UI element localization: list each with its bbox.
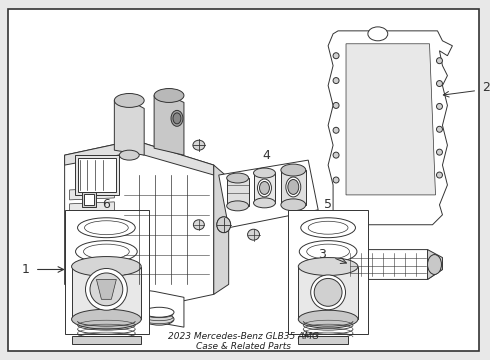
Polygon shape — [154, 95, 184, 155]
Polygon shape — [72, 266, 141, 319]
Ellipse shape — [333, 103, 339, 108]
Ellipse shape — [437, 126, 442, 132]
Ellipse shape — [144, 307, 174, 317]
Ellipse shape — [114, 94, 144, 107]
Polygon shape — [70, 230, 114, 242]
Ellipse shape — [73, 307, 102, 321]
Ellipse shape — [311, 275, 345, 310]
Ellipse shape — [286, 177, 301, 197]
Ellipse shape — [333, 78, 339, 84]
Bar — [281, 170, 306, 205]
Polygon shape — [214, 165, 229, 294]
Ellipse shape — [227, 201, 248, 211]
Polygon shape — [428, 249, 442, 279]
Text: 4: 4 — [263, 149, 270, 162]
Ellipse shape — [314, 278, 342, 306]
Ellipse shape — [333, 177, 339, 183]
Bar — [77, 158, 116, 192]
Ellipse shape — [301, 218, 355, 238]
Ellipse shape — [86, 269, 127, 310]
Ellipse shape — [217, 217, 231, 233]
Ellipse shape — [260, 181, 270, 194]
Bar — [253, 173, 275, 203]
Bar — [298, 336, 348, 344]
Text: 1: 1 — [22, 263, 30, 276]
Ellipse shape — [171, 111, 183, 126]
Polygon shape — [70, 284, 114, 324]
Ellipse shape — [247, 229, 260, 240]
Ellipse shape — [72, 309, 141, 329]
Ellipse shape — [428, 255, 441, 274]
Polygon shape — [298, 266, 358, 319]
Ellipse shape — [281, 164, 306, 176]
Bar — [227, 178, 248, 206]
Ellipse shape — [333, 127, 339, 133]
Polygon shape — [65, 140, 214, 175]
Ellipse shape — [437, 81, 442, 86]
Polygon shape — [139, 289, 184, 327]
Ellipse shape — [227, 173, 248, 183]
Bar — [288, 210, 368, 334]
Ellipse shape — [298, 310, 358, 328]
Polygon shape — [328, 31, 452, 225]
Ellipse shape — [437, 172, 442, 178]
Bar — [72, 336, 141, 344]
Ellipse shape — [173, 113, 181, 124]
Ellipse shape — [288, 180, 299, 194]
Polygon shape — [114, 100, 144, 155]
Ellipse shape — [84, 221, 128, 235]
Text: 5: 5 — [324, 198, 332, 211]
Polygon shape — [97, 279, 116, 299]
Ellipse shape — [299, 240, 357, 262]
Bar — [65, 210, 149, 334]
Ellipse shape — [308, 221, 348, 234]
Ellipse shape — [75, 240, 137, 262]
Bar — [81, 192, 97, 207]
Polygon shape — [346, 44, 436, 195]
Ellipse shape — [119, 150, 139, 160]
Ellipse shape — [73, 301, 102, 313]
Ellipse shape — [90, 273, 123, 306]
Ellipse shape — [437, 58, 442, 64]
Polygon shape — [70, 188, 114, 200]
Ellipse shape — [298, 257, 358, 275]
Polygon shape — [70, 202, 114, 214]
Ellipse shape — [333, 152, 339, 158]
Ellipse shape — [368, 27, 388, 41]
Bar — [74, 155, 119, 195]
Ellipse shape — [307, 244, 349, 259]
Ellipse shape — [193, 140, 205, 150]
Text: 2023 Mercedes-Benz GLB35 AMG
Case & Related Parts: 2023 Mercedes-Benz GLB35 AMG Case & Rela… — [168, 332, 319, 351]
Ellipse shape — [253, 198, 275, 208]
Text: 3: 3 — [318, 248, 326, 261]
Text: 6: 6 — [102, 198, 110, 211]
Ellipse shape — [253, 168, 275, 178]
Ellipse shape — [194, 220, 204, 230]
Bar — [83, 194, 95, 205]
Polygon shape — [70, 257, 114, 270]
Polygon shape — [70, 216, 114, 228]
Ellipse shape — [154, 89, 184, 103]
Polygon shape — [219, 160, 318, 228]
Ellipse shape — [144, 313, 174, 325]
Ellipse shape — [437, 103, 442, 109]
Polygon shape — [338, 249, 442, 279]
Ellipse shape — [437, 149, 442, 155]
Ellipse shape — [77, 218, 135, 238]
Ellipse shape — [333, 53, 339, 59]
Ellipse shape — [258, 179, 271, 197]
Ellipse shape — [281, 199, 306, 211]
Polygon shape — [70, 244, 114, 256]
Ellipse shape — [72, 257, 141, 276]
Ellipse shape — [83, 244, 129, 259]
Polygon shape — [65, 140, 214, 309]
Text: 2: 2 — [482, 81, 490, 94]
